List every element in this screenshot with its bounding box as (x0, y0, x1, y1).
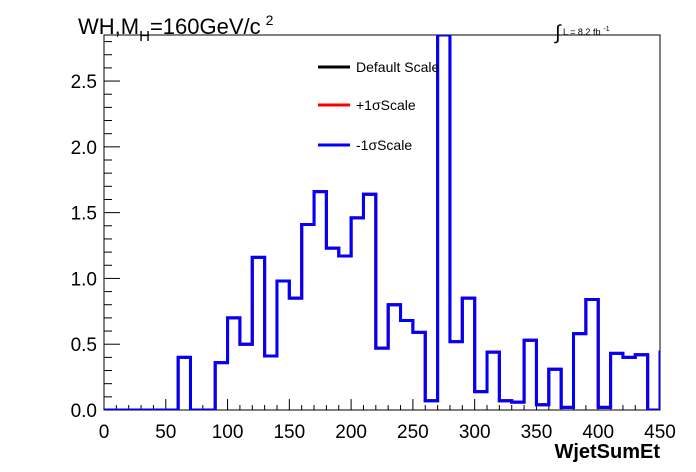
title-subscript: H (139, 28, 150, 45)
title-superscript: 2 (265, 12, 274, 28)
x-axis-title: WjetSumEt (554, 441, 660, 463)
x-tick-label: 450 (644, 422, 676, 443)
x-tick-label: 100 (212, 422, 244, 443)
luminosity-text: L = 8.2 fb (563, 27, 601, 37)
x-tick-label: 50 (155, 422, 176, 443)
x-tick-label: 0 (99, 422, 110, 443)
x-tick-label: 400 (582, 422, 614, 443)
x-tick-label: 250 (397, 422, 429, 443)
legend-label: Default Scale (356, 59, 439, 75)
plot-frame (103, 34, 661, 411)
histogram-series-1 (104, 35, 660, 410)
y-tick-label: 1.5 (71, 204, 97, 225)
luminosity-label: ∫ L = 8.2 fb -1 (555, 18, 610, 44)
x-tick-label: 150 (273, 422, 305, 443)
y-tick-label: 0.0 (71, 401, 97, 422)
luminosity-unit-exponent: -1 (603, 26, 610, 33)
x-tick-label: 300 (459, 422, 491, 443)
y-tick-label: 0.5 (71, 335, 97, 356)
histogram-series-0 (104, 35, 660, 410)
x-tick-label: 200 (335, 422, 367, 443)
y-tick-label: 2.5 (71, 72, 97, 93)
histogram-series-2 (104, 35, 660, 410)
legend-label: +1σScale (356, 97, 416, 113)
y-tick-label: 1.0 (71, 269, 97, 290)
y-tick-label: 2.0 (71, 138, 97, 159)
x-tick-label: 350 (521, 422, 553, 443)
integral-symbol: ∫ (555, 22, 561, 44)
legend-label: -1σScale (356, 137, 412, 153)
